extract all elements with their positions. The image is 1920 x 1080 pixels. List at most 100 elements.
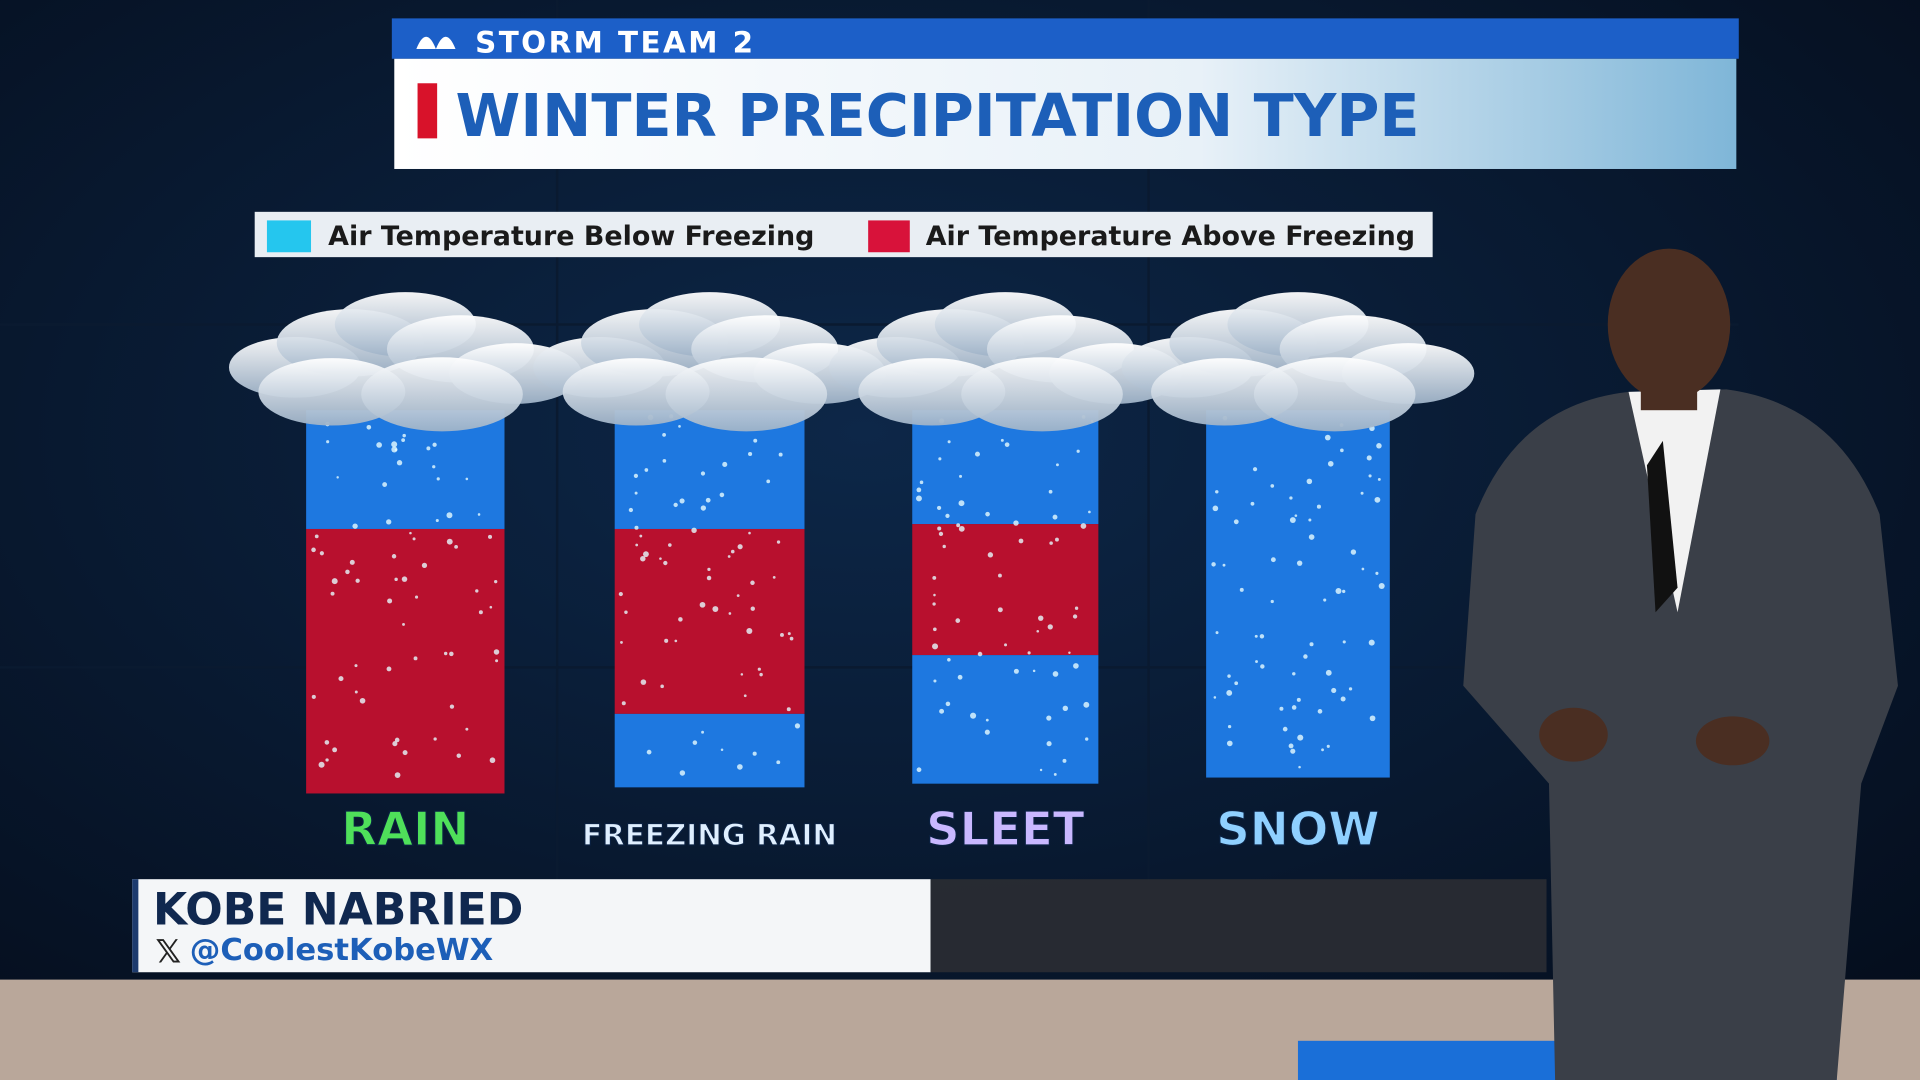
particle: [391, 441, 398, 448]
particle: [659, 557, 662, 560]
particle: [421, 562, 428, 568]
particle: [487, 534, 493, 539]
particle: [938, 457, 942, 461]
particle: [1340, 696, 1346, 702]
particle: [1292, 672, 1296, 676]
particle: [1053, 772, 1057, 776]
particle: [730, 549, 735, 554]
particle: [678, 425, 681, 428]
particle: [1227, 724, 1232, 729]
particle: [977, 651, 983, 657]
particle: [679, 498, 685, 504]
particle: [1239, 587, 1244, 592]
particle: [443, 651, 448, 656]
particle: [387, 598, 393, 604]
particle: [956, 523, 961, 528]
particle: [1068, 651, 1071, 654]
particle: [634, 491, 638, 495]
particle: [939, 708, 945, 714]
particle: [1308, 518, 1312, 522]
particle: [354, 690, 358, 694]
particle: [359, 697, 366, 704]
cloud: [361, 357, 523, 432]
air-layer: [912, 524, 1099, 656]
particle: [1316, 504, 1321, 509]
particle: [752, 751, 757, 756]
particle: [1288, 743, 1294, 749]
particle: [620, 641, 623, 644]
particle: [736, 594, 740, 598]
particle: [454, 544, 458, 549]
particle: [699, 601, 706, 608]
particle: [673, 502, 678, 508]
particle: [1055, 537, 1059, 542]
particle: [621, 701, 626, 706]
title-box: [394, 58, 1737, 169]
particle: [932, 576, 937, 580]
particle: [678, 617, 683, 622]
particle: [1317, 709, 1323, 714]
particle: [338, 676, 344, 682]
particle: [974, 451, 980, 457]
particle: [1260, 664, 1265, 669]
particle: [426, 446, 431, 451]
particle: [446, 512, 453, 519]
particle: [311, 547, 316, 553]
particle: [1368, 474, 1372, 478]
particle: [1289, 496, 1293, 500]
particle: [1296, 697, 1301, 702]
particle: [1252, 467, 1258, 472]
particle: [449, 651, 454, 657]
particle: [707, 567, 711, 572]
network-logo: [416, 36, 456, 49]
particle: [324, 740, 330, 745]
legend-swatch-below: [266, 220, 312, 253]
particle: [748, 531, 751, 535]
particle: [957, 674, 963, 680]
brand: STORM TEAM 2: [475, 26, 755, 60]
particle: [402, 622, 405, 626]
particle: [319, 551, 324, 556]
particle: [402, 433, 406, 438]
particle: [386, 519, 392, 525]
particle: [355, 578, 360, 583]
particle: [916, 487, 922, 493]
particle: [1222, 563, 1226, 567]
particle: [624, 610, 628, 614]
particle: [643, 551, 649, 558]
particle: [1004, 442, 1010, 447]
particle: [662, 459, 667, 463]
particle: [495, 659, 499, 663]
particle: [382, 482, 388, 487]
particle: [1291, 705, 1297, 710]
legend-label: Air Temperature Above Freezing: [926, 221, 1415, 252]
particle: [985, 511, 990, 517]
particle: [987, 552, 994, 558]
particle: [748, 451, 753, 457]
particle: [1296, 560, 1303, 566]
lower-third-dark-box: [930, 879, 1547, 973]
particle: [1321, 748, 1324, 752]
particle: [1340, 448, 1344, 453]
lower-third-name-box: [132, 879, 931, 973]
particle: [331, 578, 338, 585]
particle: [1361, 567, 1365, 571]
particle: [318, 761, 325, 768]
particle: [489, 605, 493, 609]
particle: [1049, 541, 1053, 545]
particle: [465, 727, 469, 731]
particle: [740, 673, 744, 676]
lower-third-edge: [132, 879, 139, 973]
particle: [1027, 651, 1031, 655]
particle: [970, 712, 977, 719]
particle: [1375, 571, 1379, 575]
particle: [919, 480, 924, 485]
particle: [1062, 758, 1067, 763]
legend-bar: [254, 211, 1433, 258]
particle: [750, 606, 755, 611]
particle: [705, 497, 711, 503]
legend-label: Air Temperature Below Freezing: [328, 221, 814, 252]
particle: [618, 592, 623, 597]
particle: [640, 555, 646, 562]
particle: [1036, 629, 1040, 633]
